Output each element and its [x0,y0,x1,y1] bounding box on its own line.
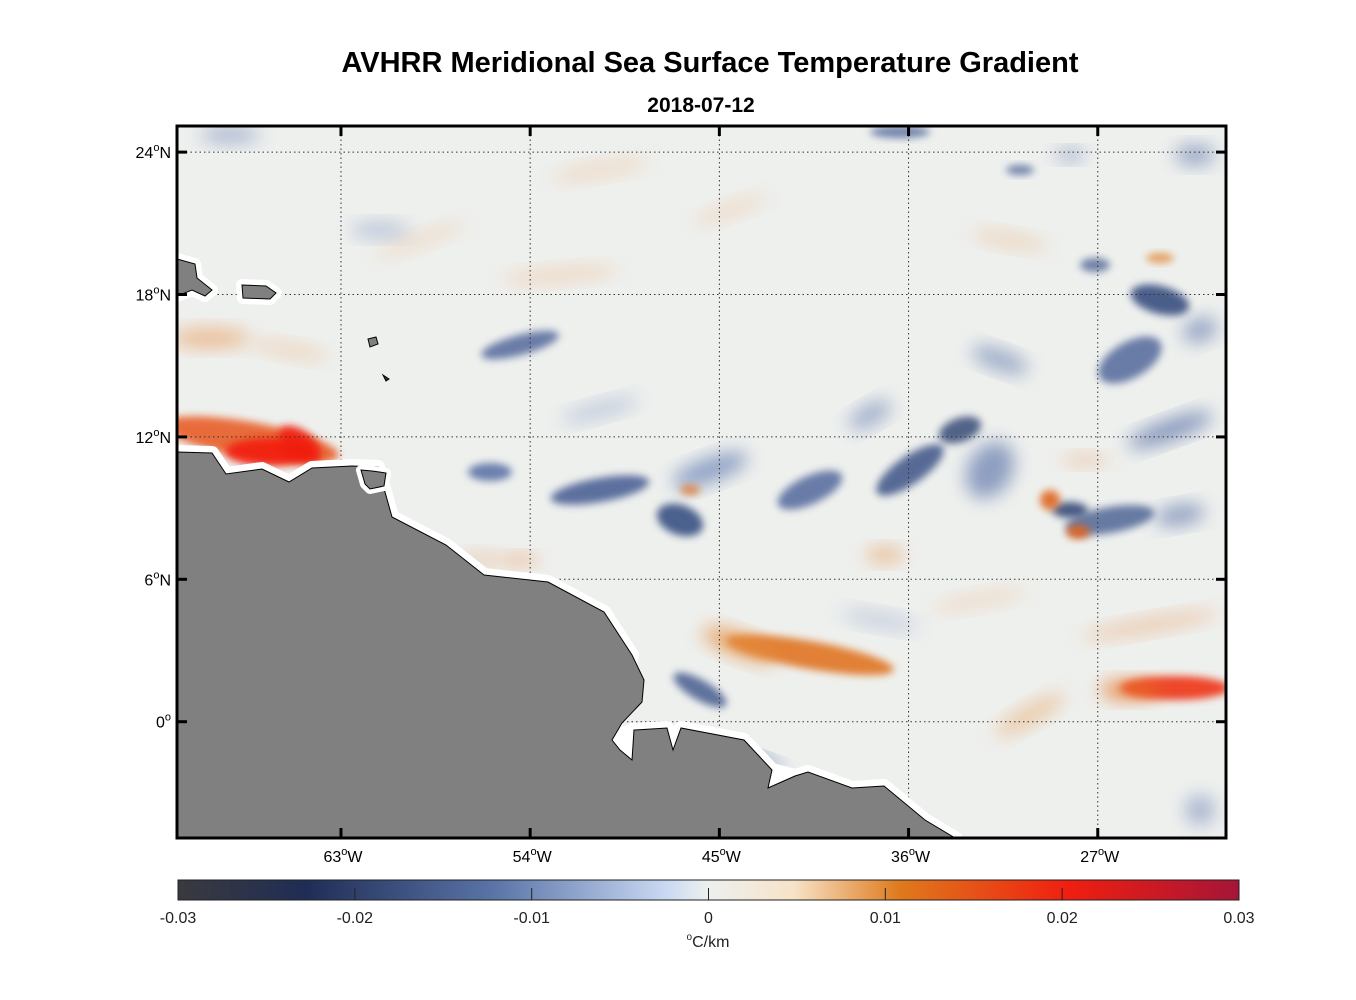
gradient-patch [965,441,1015,499]
gradient-patch [1040,490,1060,510]
gradient-patch [1081,610,1219,640]
y-tick-label: 12oN [136,427,171,447]
gradient-patch [876,444,944,496]
x-tick-label: 63oW [323,846,363,866]
gradient-patch [1182,317,1218,343]
colorbar-tick-label: -0.02 [337,910,374,927]
gradient-patch [1098,336,1162,384]
gradient-patch [1006,165,1034,175]
gradient-patch [995,693,1065,737]
island-guadeloupe [367,336,379,348]
gradient-patch [1146,253,1174,263]
axis-ticks [177,126,1226,838]
land-south-america [177,451,956,838]
gradient-patch [840,609,920,631]
gradient-patch [1080,258,1110,272]
gradient-patch [550,158,650,182]
gradient-patch [673,672,727,708]
gradient-patch [200,127,260,143]
plot-frame [175,124,1228,840]
gradient-patch [848,400,892,430]
island-virgin [241,284,277,300]
chart-date: 2018-07-12 [647,94,755,117]
y-tick-label: 6oN [144,569,171,589]
y-tick-label: 0o [156,712,171,732]
colorbar-tick-label: 0.01 [870,910,901,927]
gradient-patch [971,346,1029,374]
gradient-patch [865,547,905,563]
island-trinidad [360,469,387,490]
gradient-patch [1065,505,1155,535]
colorbar-unit: oC/km [687,932,730,951]
gradient-patch [278,425,322,465]
gradient-patch [1130,284,1190,316]
gradient-patch [692,194,768,226]
gradient-patch [777,470,843,510]
gradient-patch [1060,454,1110,466]
gradient-patch [1100,680,1160,700]
gradient-patch [350,222,410,238]
gradient-patch [1055,149,1085,161]
gradient-patch [481,330,559,360]
gradient-patch [561,397,639,423]
gradient-patch [468,463,512,481]
island-barbados [381,373,390,382]
gradient-patch [702,627,778,663]
gradient-patch [680,485,700,495]
colorbar-tick-label: 0.02 [1047,910,1078,927]
gradient-patch [1066,525,1090,539]
gradient-field [177,126,1226,825]
x-tick-label: 45oW [702,846,742,866]
gradient-patch [250,339,330,361]
gradient-patch [656,503,704,537]
unit-text: C/km [692,934,729,951]
gradient-patch [1052,502,1088,518]
colorbar-tick-label: -0.01 [513,910,550,927]
x-tick-label: 27oW [1080,846,1120,866]
gradient-patch [870,126,930,138]
gradient-patch [1175,145,1215,165]
x-tick-label: 54oW [513,846,553,866]
gradient-patch [550,475,650,505]
gradient-patch [1155,504,1205,526]
y-tick-label: 24oN [136,142,171,162]
colorbar-tick-label: -0.03 [160,910,197,927]
chart-title: AVHRR Meridional Sea Surface Temperature… [341,47,1079,79]
y-tick-label: 18oN [136,285,171,305]
gradient-patch [938,416,982,444]
axis-labels: 63oW 54oW 45oW 36oW 27oW 24oN 18oN 12oN 6oN 0o [136,142,1121,866]
x-tick-label: 36oW [891,846,931,866]
gradient-patch [672,452,748,488]
colorbar-tick-label: 0 [704,910,713,927]
gradient-patch [1185,795,1215,825]
gradient-patch [726,634,894,676]
gradient-patch [970,229,1050,251]
gradient-patch [930,588,1030,612]
colorbar-ticks: -0.03 -0.02 -0.01 0 0.01 0.02 0.03 [160,888,1255,927]
gradient-patch [372,221,468,259]
unit-degree-sup: o [687,932,693,943]
colorbar-tick-label: 0.03 [1223,910,1254,927]
gradient-patch [177,328,250,348]
gradient-patch [500,554,540,566]
gradient-patch [1127,411,1213,449]
